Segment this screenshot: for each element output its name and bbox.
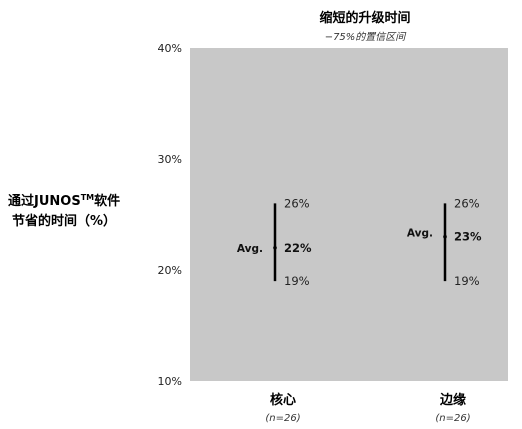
chart-title: 缩短的升级时间 — [319, 10, 410, 26]
category-n: (n=26) — [265, 413, 300, 424]
y-tick-label: 30% — [158, 153, 182, 166]
category-n: (n=26) — [435, 413, 470, 424]
high-label: 26% — [284, 196, 310, 210]
avg-point — [443, 235, 447, 239]
avg-value-label: 22% — [284, 241, 312, 255]
y-tick-label: 10% — [158, 375, 182, 388]
chart-subtitle: −75%的置信区间 — [325, 31, 408, 43]
y-tick-label: 40% — [158, 42, 182, 55]
avg-point — [273, 246, 277, 250]
avg-text: Avg. — [237, 243, 263, 255]
plot-area — [190, 48, 508, 381]
y-axis-label-tm: TM — [81, 193, 94, 202]
y-axis-label: 通过JUNOSTM软件 — [8, 193, 120, 209]
low-label: 19% — [284, 274, 310, 288]
y-axis-label-line2: 节省的时间（%） — [12, 213, 116, 229]
category-label: 核心 — [270, 392, 296, 408]
y-axis-ticks: 10% 20% 30% 40% — [158, 42, 182, 388]
high-label: 26% — [454, 196, 480, 210]
avg-text: Avg. — [407, 228, 433, 240]
low-label: 19% — [454, 274, 480, 288]
y-axis-label-part2: 软件 — [94, 193, 120, 209]
avg-value-label: 23% — [454, 230, 482, 244]
y-tick-label: 20% — [158, 264, 182, 277]
category-label: 边缘 — [439, 392, 466, 408]
y-axis-label-part1: 通过JUNOS — [8, 193, 81, 209]
